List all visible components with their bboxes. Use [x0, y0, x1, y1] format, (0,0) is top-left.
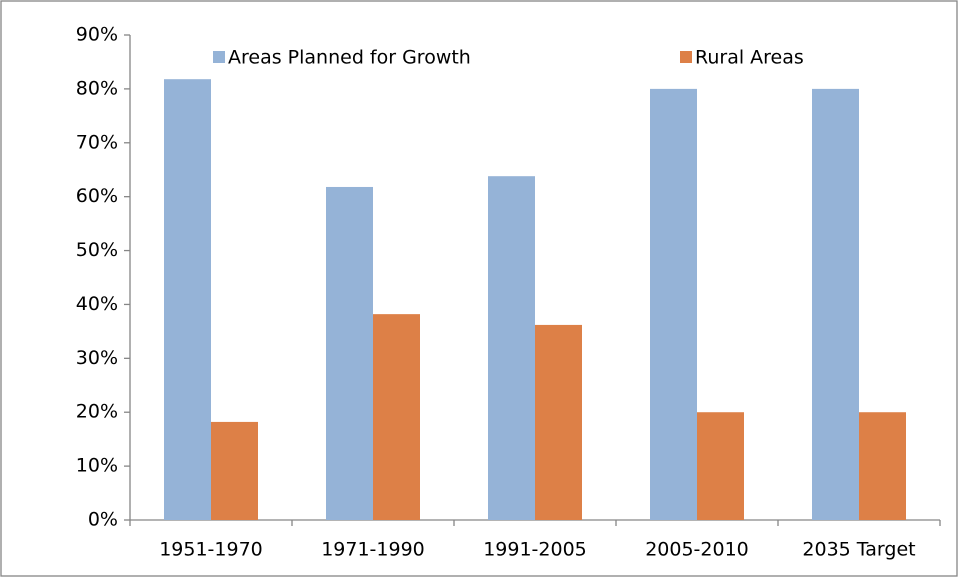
y-tick-label: 70% — [76, 131, 118, 153]
bar — [697, 412, 744, 520]
bar — [488, 176, 535, 520]
y-tick-label: 30% — [76, 347, 118, 369]
y-tick-label: 10% — [76, 455, 118, 477]
bar — [326, 186, 373, 520]
legend-label: Areas Planned for Growth — [228, 47, 471, 69]
legend-label: Rural Areas — [695, 47, 804, 69]
x-tick-label: 1951-1970 — [159, 539, 263, 561]
x-tick-label: 1991-2005 — [483, 539, 587, 561]
legend-swatch — [680, 51, 692, 63]
y-tick-label: 90% — [76, 24, 118, 46]
x-tick-label: 1971-1990 — [321, 539, 425, 561]
bar — [164, 79, 211, 520]
bar — [650, 88, 697, 520]
y-tick-label: 50% — [76, 239, 118, 261]
bar — [373, 314, 420, 520]
y-tick-label: 40% — [76, 293, 118, 315]
legend-swatch — [213, 51, 225, 63]
bar — [812, 88, 859, 520]
bar — [535, 324, 582, 520]
y-tick-label: 60% — [76, 185, 118, 207]
x-tick-label: 2035 Target — [802, 539, 915, 561]
y-tick-label: 0% — [88, 509, 118, 531]
bar — [859, 412, 906, 520]
y-tick-label: 80% — [76, 77, 118, 99]
bar — [211, 421, 258, 520]
y-tick-label: 20% — [76, 401, 118, 423]
x-tick-label: 2005-2010 — [645, 539, 749, 561]
